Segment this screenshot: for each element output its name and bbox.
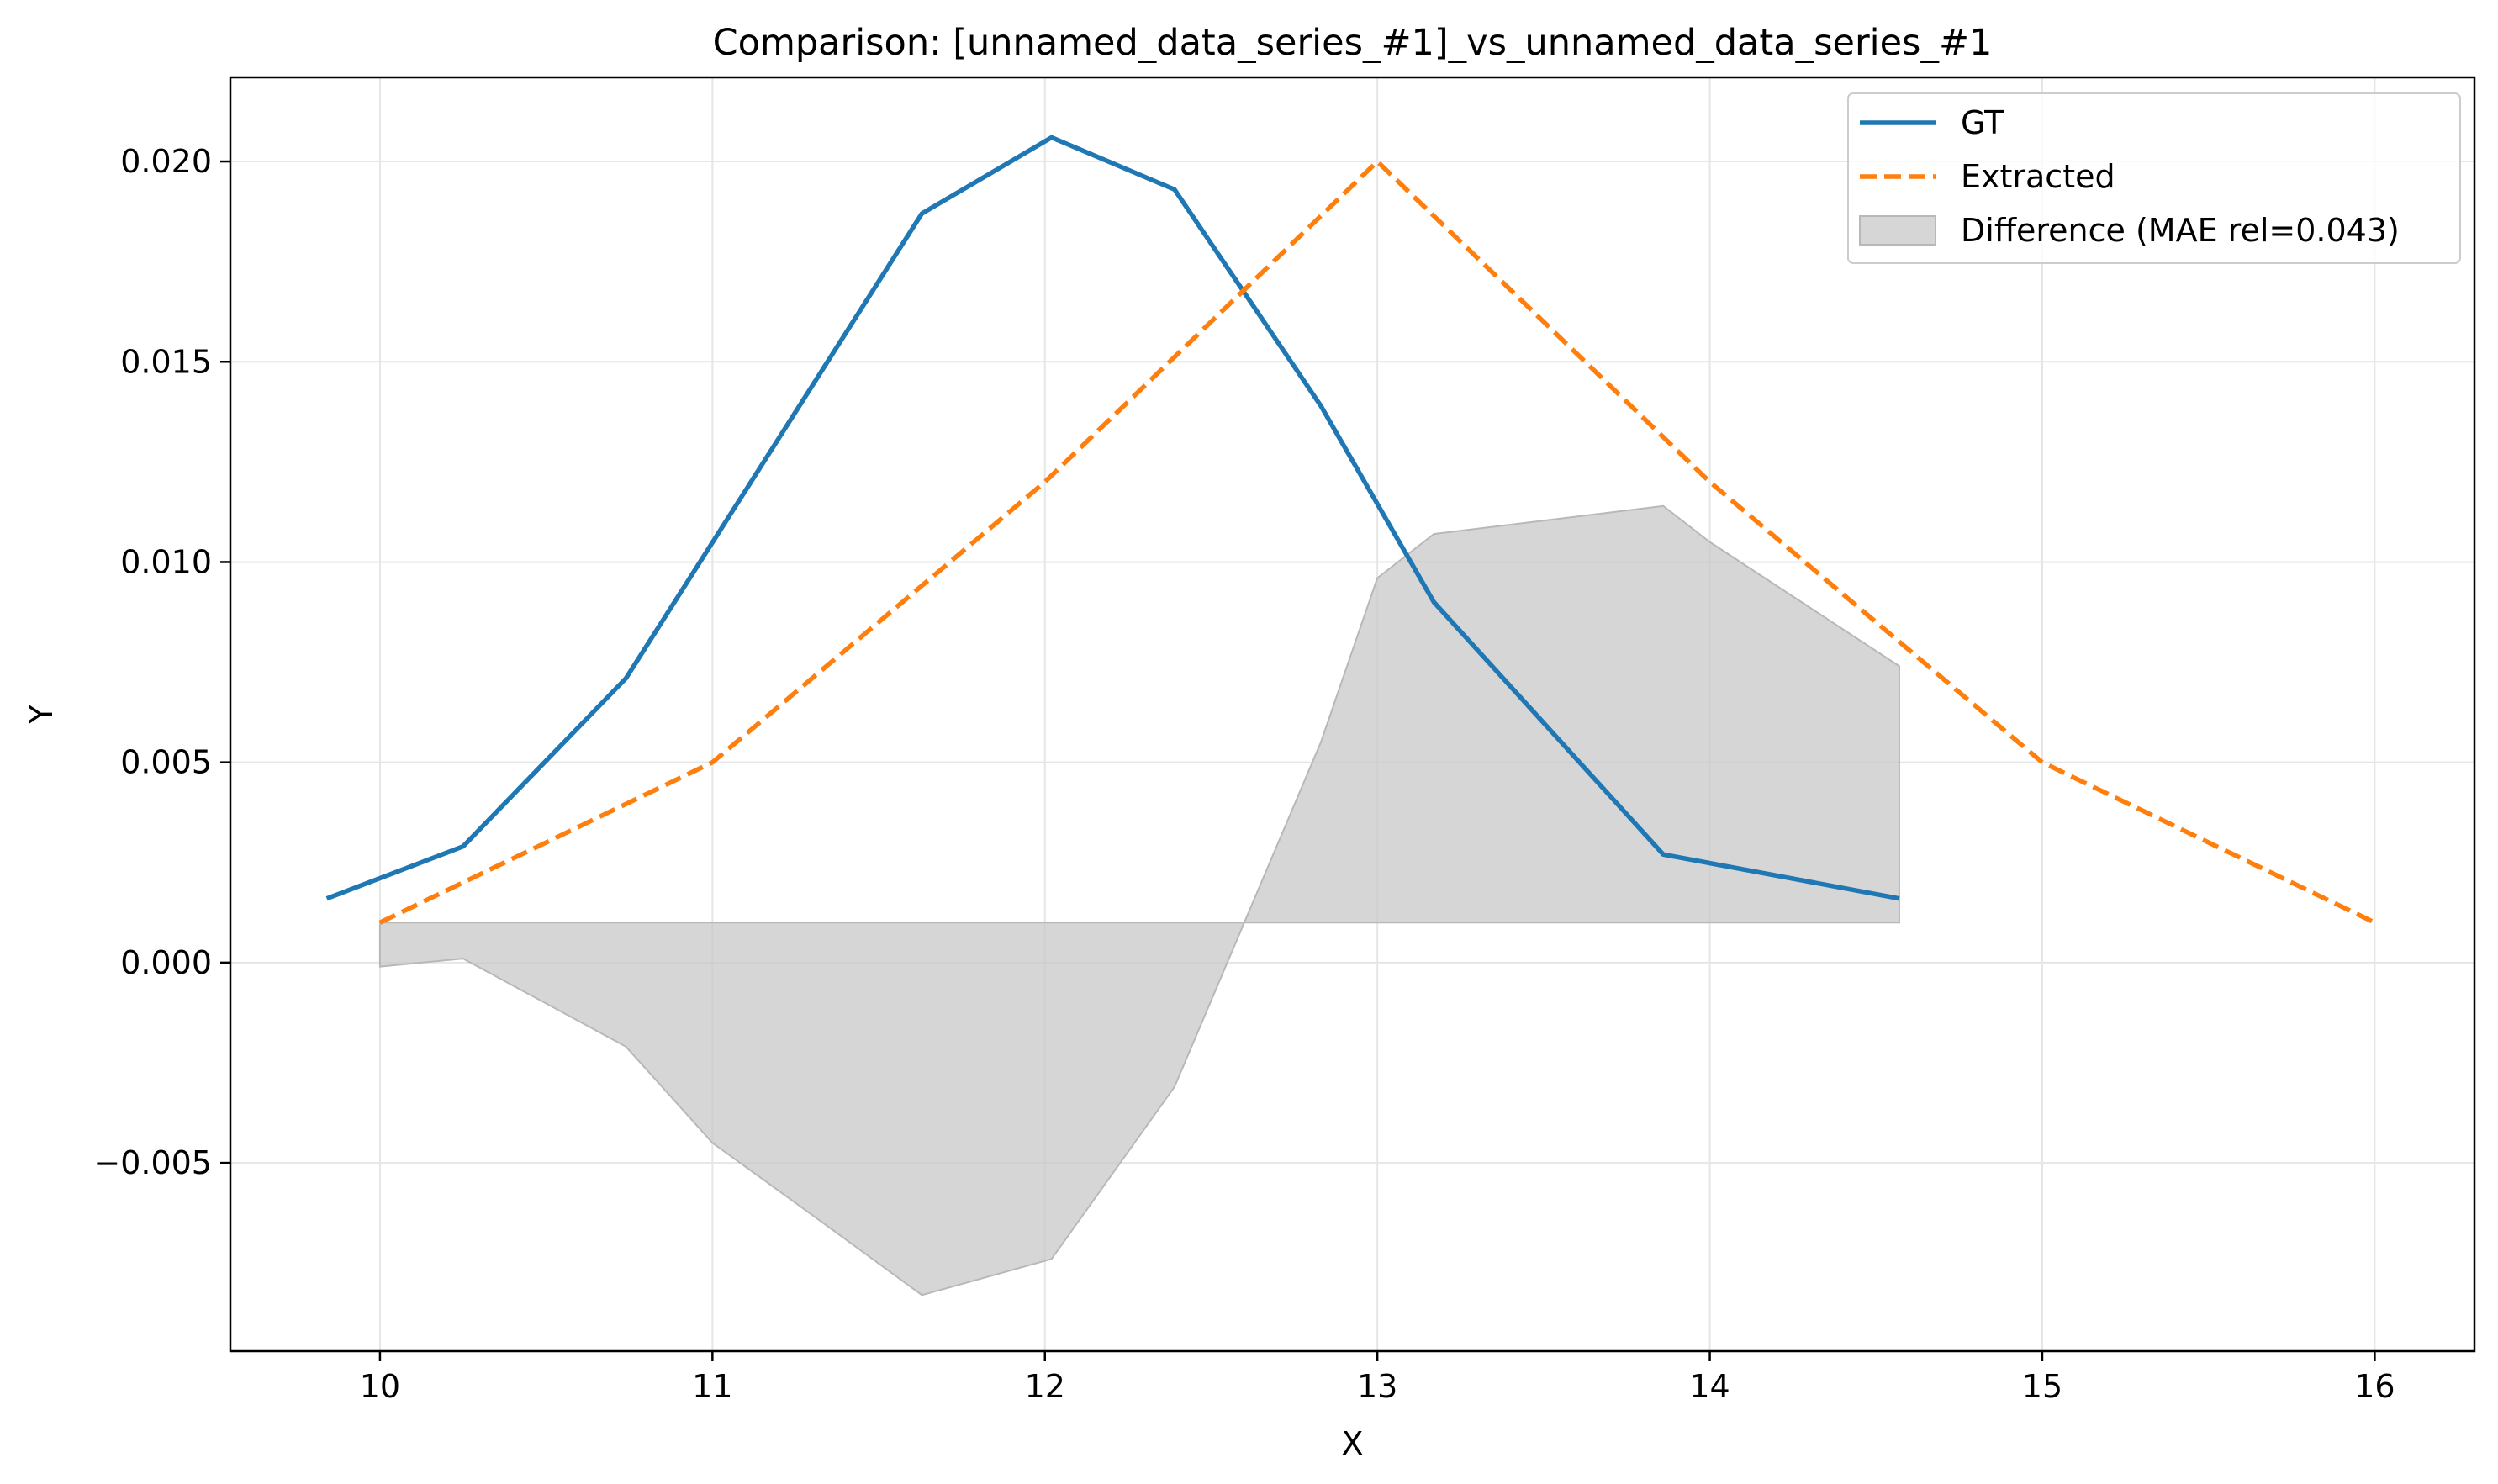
difference-fill-layer [378, 504, 1900, 1297]
x-tick-label: 14 [1689, 1368, 1730, 1405]
x-tick-label: 16 [2354, 1368, 2395, 1405]
y-tick-label: 0.020 [120, 143, 212, 180]
legend-box [1847, 92, 2461, 264]
legend-label-extracted: Extracted [1961, 158, 2115, 195]
x-tick-label: 12 [1025, 1368, 1065, 1405]
x-tick-label: 15 [2022, 1368, 2062, 1405]
legend-label-gt: GT [1961, 104, 2004, 141]
y-tick-label: 0.005 [120, 744, 212, 781]
x-tick-label: 10 [360, 1368, 400, 1405]
y-tick-label: 0.015 [120, 343, 212, 380]
y-tick-label: −0.005 [93, 1144, 212, 1181]
series-layer [325, 135, 2376, 925]
legend: GT Extracted Difference (MAE rel=0.043) [1847, 92, 2461, 264]
y-axis-ticks: −0.005 0.000 0.005 0.010 0.015 0.020 [93, 143, 230, 1181]
x-tick-label: 11 [692, 1368, 732, 1405]
legend-label-difference: Difference (MAE rel=0.043) [1961, 212, 2400, 249]
y-tick-label: 0.010 [120, 543, 212, 580]
series-line-extracted [378, 159, 2376, 925]
y-tick-label: 0.000 [120, 944, 212, 981]
x-tick-label: 13 [1357, 1368, 1397, 1405]
legend-swatch-difference [1859, 215, 1936, 246]
difference-area [378, 504, 1900, 1297]
x-axis-label: X [1341, 1425, 1363, 1462]
x-axis-ticks: 10 11 12 13 14 15 16 [360, 1351, 2395, 1405]
plot-frame [229, 76, 2476, 1353]
chart-title: Comparison: [unnamed_data_series_#1]_vs_… [713, 22, 1993, 64]
y-axis-label: Y [23, 704, 60, 725]
series-line-gt [325, 135, 1900, 901]
